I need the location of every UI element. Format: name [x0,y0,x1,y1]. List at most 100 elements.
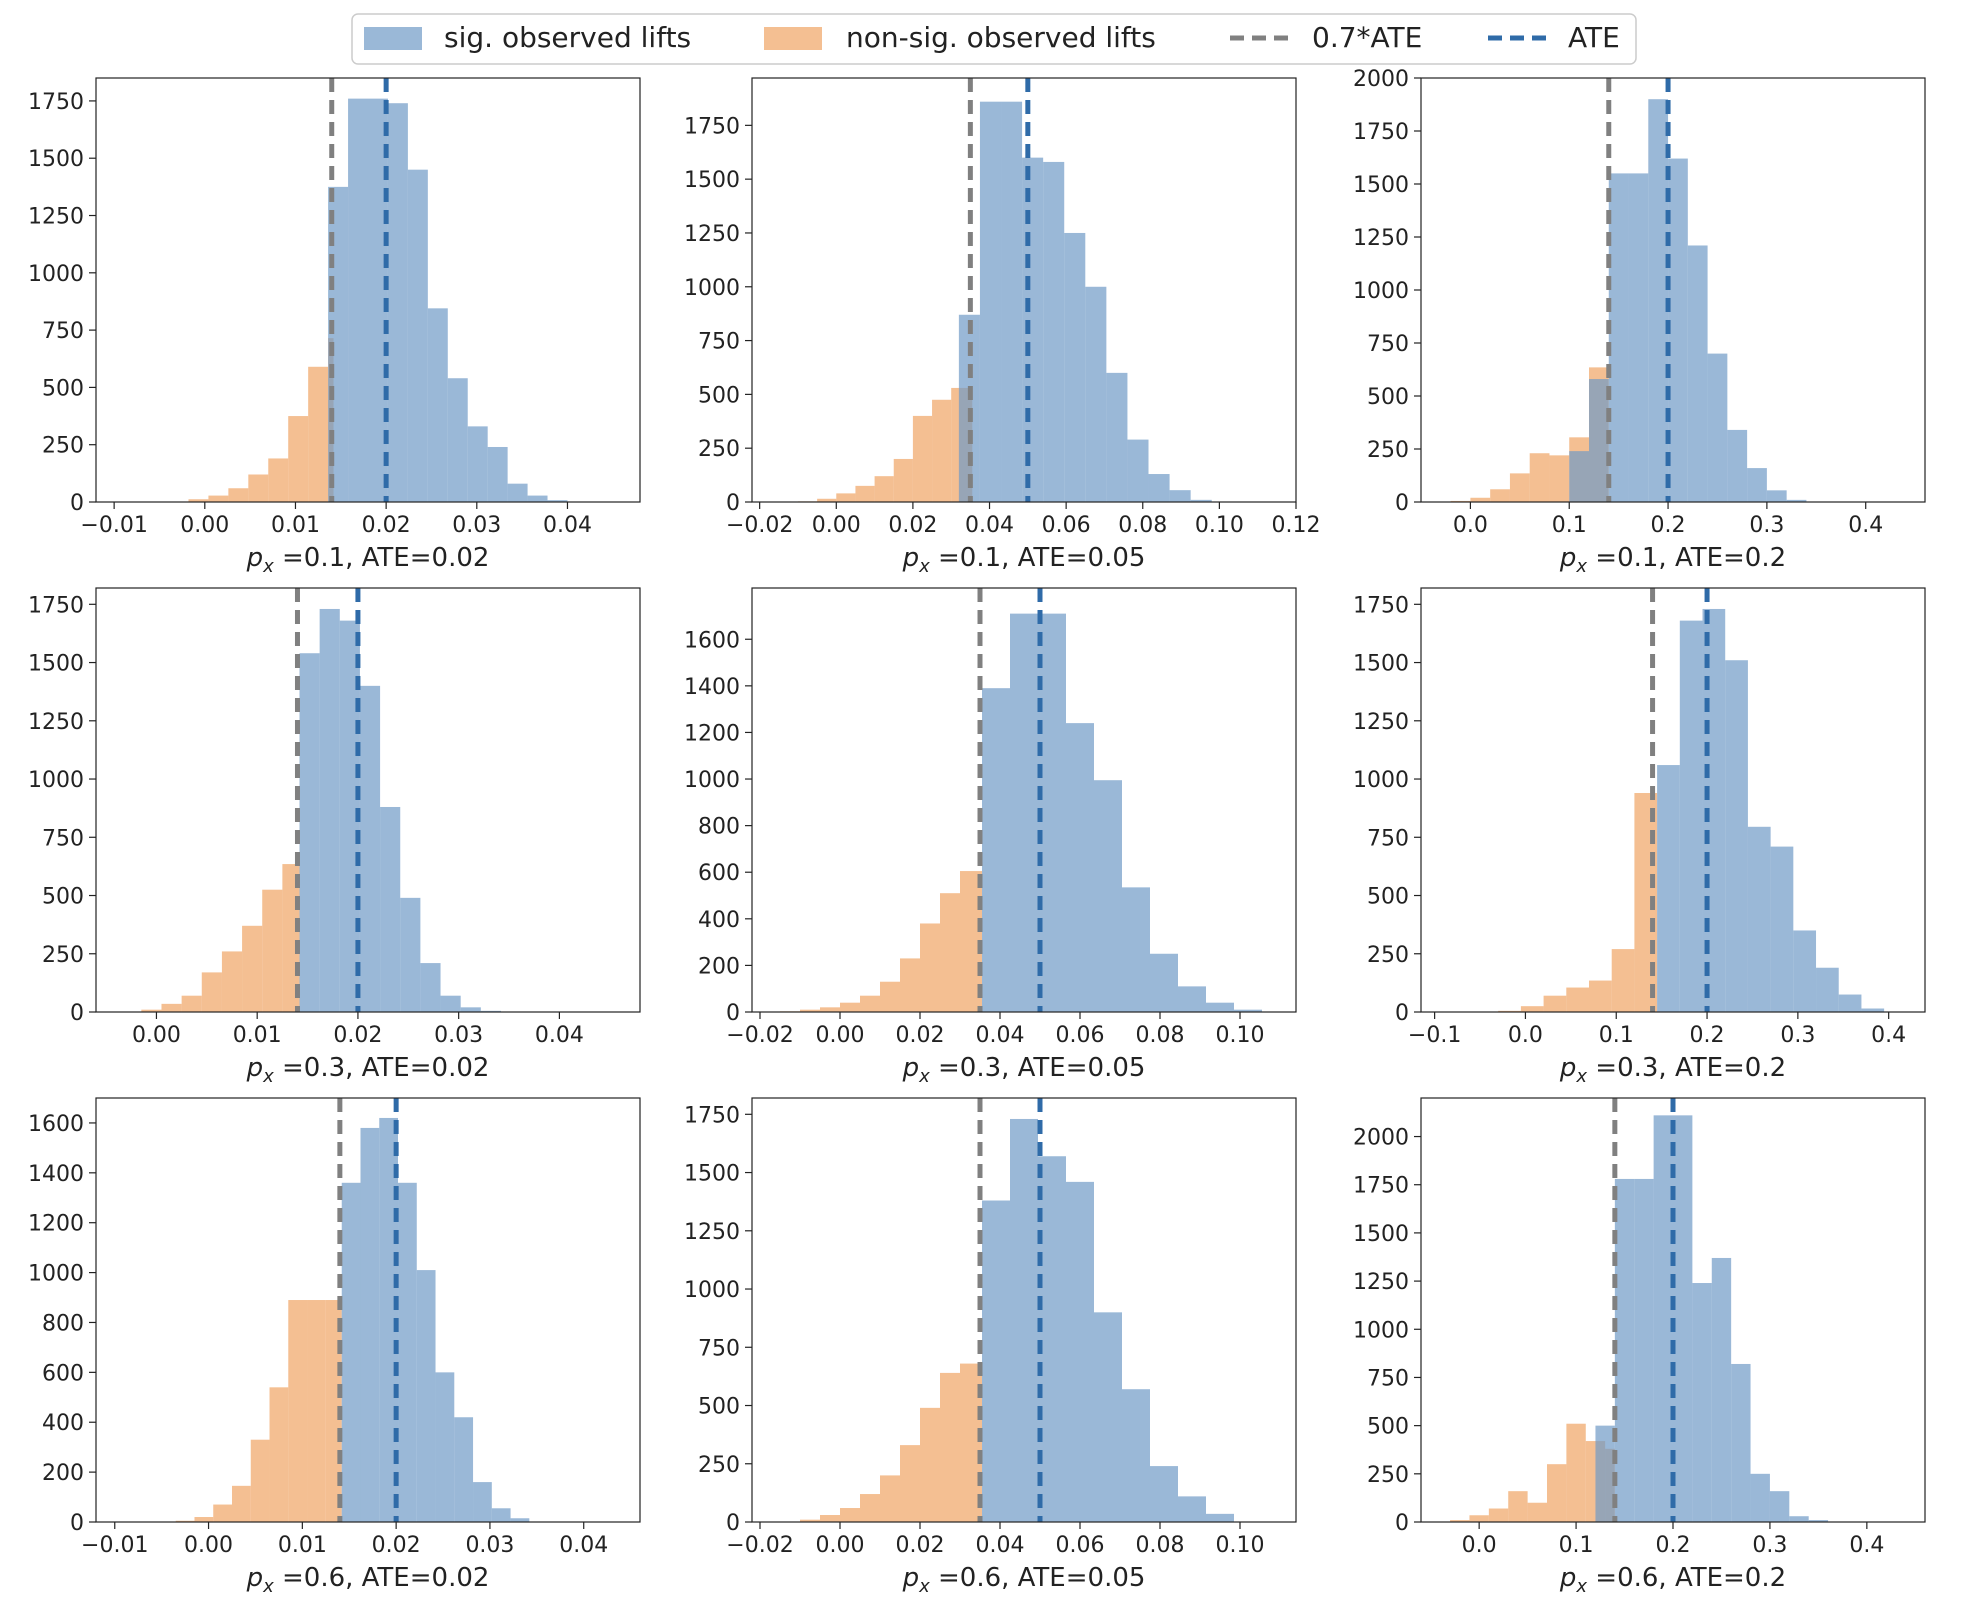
px-subscript: x [918,1066,930,1087]
nonsig-bar [880,1475,900,1522]
nonsig-bar [1527,1502,1547,1522]
y-tick-label: 600 [42,1361,84,1386]
x-tick-label: 0.01 [233,1023,282,1048]
sig-bar [467,426,488,502]
y-tick-label: 250 [1367,943,1409,968]
sig-bar [400,897,421,1012]
y-tick-label: 0 [1395,491,1409,516]
sig-bar [1206,1002,1234,1012]
y-tick-label: 0 [726,491,740,516]
sig-bar [1234,1009,1262,1012]
subplot-9: 0 250 500 750 1000 1250 1500 1750 2000 0.0 0.1 0.2 0… [1353,1097,1926,1597]
x-axis-label: px =0.6, ATE=0.02 [246,1563,490,1597]
y-tick-label: 1500 [1353,1222,1409,1247]
nonsig-bar [269,1387,289,1522]
nonsig-bar [1509,473,1530,502]
sig-bar [1178,1496,1206,1522]
histogram [175,1098,530,1522]
sig-bar [1206,1513,1234,1522]
y-tick-label: 500 [1367,1415,1409,1440]
sig-bar [1190,499,1212,502]
nonsig-bar [242,925,263,1012]
sig-bar [982,1200,1010,1522]
x-tick-label: 0.04 [965,513,1014,538]
axes-frame [751,77,1297,503]
px-symbol: p [902,1053,920,1083]
x-label-text: =0.3, ATE=0.05 [930,1053,1146,1083]
x-axis-label: px =0.3, ATE=0.05 [902,1053,1146,1087]
sig-bar [1150,1466,1178,1522]
x-tick-label: 0.02 [333,1023,382,1048]
sig-bar [1066,1181,1094,1522]
nonsig-bar [1488,1508,1509,1522]
y-tick-label: 600 [698,861,740,886]
sig-bar [1747,468,1767,502]
sig-bar [1066,723,1094,1012]
x-tick-label: −0.1 [1408,1023,1461,1048]
x-tick-label: 0.1 [1559,1533,1594,1558]
sig-bar [1022,157,1044,502]
nonsig-bar [1634,793,1658,1012]
sig-bar [398,1182,417,1522]
nonsig-bar [221,951,243,1012]
y-tick-label: 1250 [684,222,740,247]
y-tick-label: 2000 [1353,67,1409,92]
y-tick-label: 0 [70,1511,84,1536]
x-tick-label: 0.03 [452,513,501,538]
sig-bar [1838,994,1862,1012]
x-tick-label: 0.2 [1651,513,1686,538]
axes-frame [95,1097,641,1523]
nonsig-bar [860,1494,880,1522]
histogram [797,78,1212,502]
y-tick-label: 250 [698,437,740,462]
nonsig-bar [161,1003,182,1012]
sig-bar [339,620,360,1012]
x-tick-label: 0.08 [1136,1533,1185,1558]
x-tick-label: 0.4 [1848,513,1883,538]
y-tick-label: 1600 [684,628,740,653]
px-subscript: x [918,1576,930,1597]
y-tick-label: 1750 [28,90,84,115]
y-tick-label: 1400 [684,675,740,700]
y-tick-label: 1600 [28,1112,84,1137]
y-tick-label: 1500 [684,168,740,193]
y-tick-label: 1500 [28,147,84,172]
y-tick-label: 1750 [1353,120,1409,145]
sig-bar [1816,967,1839,1012]
sig-bar [1679,620,1703,1012]
y-tick-label: 1000 [1353,279,1409,304]
sig-bar [1711,1257,1732,1522]
x-label-text: =0.1, ATE=0.02 [274,543,490,573]
y-tick-label: 0 [1395,1511,1409,1536]
y-tick-label: 1400 [28,1162,84,1187]
legend-swatch-nonsig [764,27,822,50]
nonsig-bar [800,1519,820,1522]
y-tick-label: 1750 [1353,1174,1409,1199]
sig-bar [1731,1363,1751,1522]
y-tick-label: 250 [1367,1463,1409,1488]
histogram [1450,78,1807,502]
x-tick-label: 0.02 [362,513,411,538]
x-tick-label: 0.01 [271,513,320,538]
subplot-5: 0 200 400 600 800 1000 1200 1400 1600 −0.02 0.00 0.… [684,587,1297,1087]
nonsig-bar [920,1407,940,1522]
x-axis-label: px =0.1, ATE=0.02 [246,543,490,577]
x-tick-label: 0.3 [1780,1023,1815,1048]
sig-bar [487,446,508,502]
sig-bar [368,98,388,502]
x-tick-label: 0.03 [465,1533,514,1558]
nonsig-bar [817,498,837,502]
y-tick-label: 1000 [1353,768,1409,793]
x-tick-label: 0.00 [180,513,229,538]
x-tick-label: 0.03 [434,1023,483,1048]
sig-bar [359,685,381,1012]
x-tick-label: 0.04 [976,1533,1025,1558]
sig-bar [1595,1425,1615,1522]
x-tick-label: 0.02 [888,513,937,538]
sig-bar [1789,1516,1809,1522]
nonsig-bar [1469,1515,1489,1522]
sig-bar [1614,1178,1635,1522]
x-tick-label: 0.4 [1849,1533,1884,1558]
y-tick-label: 1000 [1353,1318,1409,1343]
sig-bar [1148,474,1170,502]
